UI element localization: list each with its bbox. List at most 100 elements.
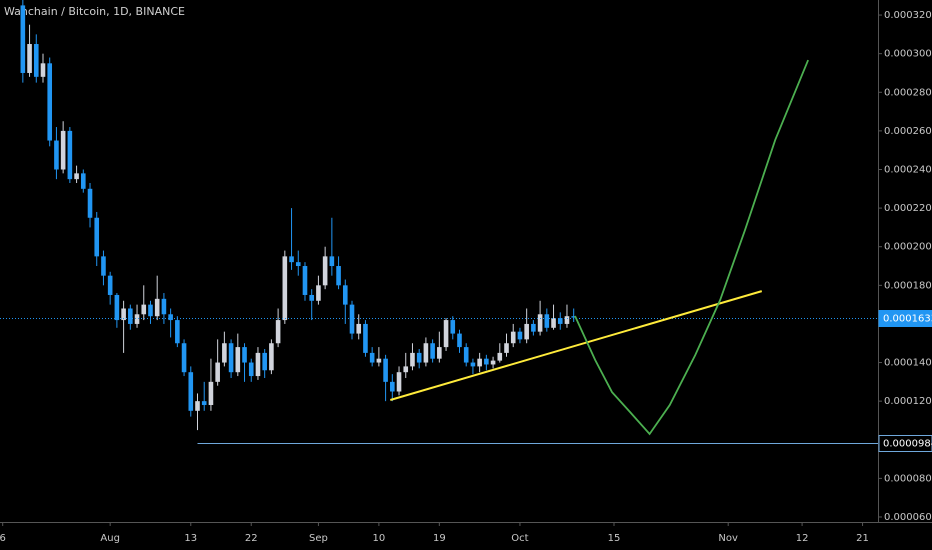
candle-body bbox=[107, 275, 113, 295]
candle-body bbox=[27, 44, 32, 73]
candle-body bbox=[128, 308, 133, 324]
y-tick-label: 0.0000600 bbox=[884, 512, 932, 523]
candle-body bbox=[383, 358, 388, 382]
candle-body bbox=[80, 173, 86, 189]
x-tick-label: 6 bbox=[0, 533, 6, 544]
candle-body bbox=[390, 381, 395, 392]
x-tick-label: 22 bbox=[245, 533, 258, 544]
candle-body bbox=[60, 130, 66, 170]
candle-body bbox=[74, 173, 79, 180]
candle-body bbox=[537, 314, 543, 332]
candle-body bbox=[121, 308, 126, 321]
candle-body bbox=[282, 256, 288, 321]
candle-body bbox=[309, 294, 315, 301]
candle-body bbox=[168, 314, 173, 321]
candle-body bbox=[269, 343, 274, 371]
x-tick-label: Nov bbox=[718, 533, 738, 544]
x-tick-label: Oct bbox=[511, 533, 528, 544]
candle-body bbox=[47, 63, 53, 141]
candle-body bbox=[517, 331, 523, 340]
candle-body bbox=[363, 323, 368, 353]
candle-body bbox=[33, 44, 39, 77]
candle-body bbox=[228, 343, 234, 373]
candle-body bbox=[356, 323, 362, 334]
candle-body bbox=[477, 358, 482, 367]
candle-body bbox=[222, 343, 227, 363]
candle-body bbox=[101, 256, 106, 276]
candle-body bbox=[557, 318, 563, 324]
candle-body bbox=[403, 366, 409, 373]
projection-curve bbox=[574, 59, 809, 436]
candle-body bbox=[148, 304, 153, 317]
candle-body bbox=[295, 262, 301, 267]
candle-body bbox=[430, 343, 435, 359]
candle-body bbox=[154, 298, 160, 317]
x-tick-label: 10 bbox=[373, 533, 386, 544]
x-tick-label: 15 bbox=[608, 533, 621, 544]
candle-body bbox=[248, 362, 254, 377]
candle-body bbox=[551, 318, 556, 328]
candle-body bbox=[443, 320, 449, 348]
candle-body bbox=[524, 323, 529, 340]
candle-body bbox=[423, 343, 429, 363]
price-label-box bbox=[878, 310, 932, 327]
x-tick-label: 13 bbox=[184, 533, 197, 544]
candle-body bbox=[416, 352, 422, 363]
price-label: 0.0000984 bbox=[883, 439, 932, 450]
candle-body bbox=[262, 352, 267, 371]
candle-body bbox=[208, 381, 214, 406]
candle-body bbox=[470, 362, 476, 367]
candle-body bbox=[141, 304, 147, 315]
candle-body bbox=[497, 352, 503, 361]
candle-body bbox=[175, 320, 180, 344]
candle-body bbox=[235, 347, 241, 373]
candle-body bbox=[450, 320, 456, 334]
candle-body bbox=[255, 352, 261, 377]
candle-body bbox=[181, 343, 187, 373]
candle-body bbox=[457, 333, 462, 348]
candle-body bbox=[329, 256, 335, 267]
x-tick-label: Sep bbox=[309, 533, 328, 544]
candle-body bbox=[490, 360, 496, 365]
x-tick-label: 19 bbox=[433, 533, 446, 544]
candle-body bbox=[410, 352, 415, 367]
trend-line bbox=[390, 290, 763, 401]
candle-body bbox=[201, 401, 207, 406]
candle-body bbox=[349, 304, 355, 334]
candle-body bbox=[564, 316, 570, 324]
candle-body bbox=[484, 358, 489, 365]
candle-body bbox=[289, 256, 294, 263]
candle-body bbox=[342, 285, 348, 305]
candle-body bbox=[242, 347, 247, 363]
candle-body bbox=[195, 401, 200, 411]
price-label-box bbox=[878, 435, 932, 452]
candle-body bbox=[275, 320, 281, 344]
candle-body bbox=[463, 347, 469, 363]
candle-body bbox=[134, 314, 140, 324]
candle-body bbox=[94, 217, 100, 257]
price-label: 0.0001633 bbox=[883, 314, 932, 325]
candle-body bbox=[67, 130, 73, 180]
candle-body bbox=[336, 266, 341, 286]
candle-body bbox=[396, 372, 402, 392]
candle-body bbox=[376, 358, 382, 363]
candle-body bbox=[531, 323, 536, 332]
candle-body bbox=[316, 285, 321, 301]
candle-body bbox=[369, 352, 375, 363]
candle-body bbox=[54, 140, 59, 170]
candle-body bbox=[114, 294, 120, 321]
candle-body bbox=[504, 343, 509, 353]
x-tick-label: Aug bbox=[100, 533, 120, 544]
candle-body bbox=[161, 298, 167, 315]
candle-body bbox=[510, 331, 516, 344]
x-tick-label: 12 bbox=[796, 533, 809, 544]
